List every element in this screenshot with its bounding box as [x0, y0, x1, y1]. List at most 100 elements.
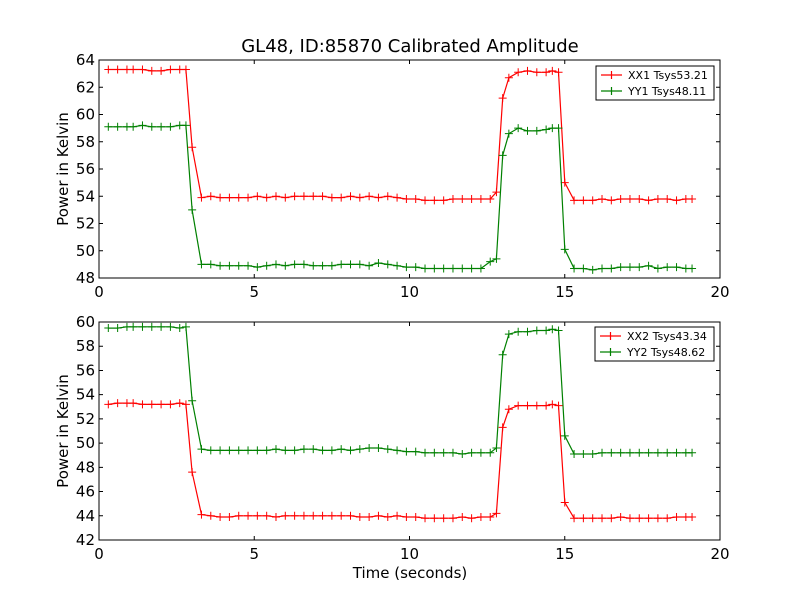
data-point	[147, 122, 156, 131]
data-point	[271, 445, 280, 454]
data-point	[579, 196, 588, 205]
data-point	[299, 260, 308, 269]
data-point	[653, 194, 662, 203]
data-point	[355, 260, 364, 269]
data-point	[448, 514, 457, 523]
y-tick-label: 52	[76, 215, 95, 233]
data-point	[225, 193, 234, 202]
data-point	[607, 264, 616, 273]
data-point	[271, 512, 280, 521]
data-point	[181, 322, 190, 331]
data-point	[476, 512, 485, 521]
data-point	[346, 446, 355, 455]
data-point	[430, 264, 439, 273]
x-tick-label: 20	[710, 545, 729, 563]
data-point	[672, 448, 681, 457]
data-point	[448, 194, 457, 203]
data-point	[113, 324, 122, 333]
data-point	[166, 122, 175, 131]
data-point	[688, 448, 697, 457]
data-point	[355, 512, 364, 521]
data-point	[393, 261, 402, 270]
data-point	[492, 188, 501, 197]
data-point	[318, 446, 327, 455]
y-tick-label: 52	[76, 410, 95, 428]
y-tick-label: 58	[76, 133, 95, 151]
data-point	[570, 514, 579, 523]
data-point	[166, 400, 175, 409]
data-point	[206, 192, 215, 201]
data-point	[653, 264, 662, 273]
figure-title: GL48, ID:85870 Calibrated Amplitude	[241, 36, 579, 57]
data-point	[635, 194, 644, 203]
data-point	[225, 512, 234, 521]
data-point	[181, 65, 190, 74]
data-point	[448, 264, 457, 273]
data-point	[554, 326, 563, 335]
data-point	[197, 193, 206, 202]
y-tick-label: 50	[76, 434, 95, 452]
data-point	[113, 65, 122, 74]
data-point	[147, 400, 156, 409]
data-point	[281, 511, 290, 520]
data-point	[598, 194, 607, 203]
data-point	[262, 193, 271, 202]
data-point	[104, 400, 113, 409]
data-point	[281, 261, 290, 270]
data-point	[234, 261, 243, 270]
data-point	[129, 65, 138, 74]
data-point	[542, 125, 551, 134]
data-point	[234, 446, 243, 455]
legend: XX2 Tsys43.34 YY2 Tsys48.62	[594, 326, 715, 362]
data-point	[393, 446, 402, 455]
data-point	[548, 400, 557, 409]
data-point	[616, 448, 625, 457]
x-tick-label: 5	[249, 283, 259, 301]
data-point	[498, 423, 507, 432]
data-point	[579, 264, 588, 273]
x-tick-label: 10	[400, 545, 419, 563]
data-point	[318, 261, 327, 270]
data-point	[244, 511, 253, 520]
data-point	[625, 448, 634, 457]
x-tick-label: 20	[710, 283, 729, 301]
data-point	[625, 194, 634, 203]
x-tick-label: 0	[94, 283, 104, 301]
data-point	[188, 468, 197, 477]
data-point	[598, 264, 607, 273]
data-point	[476, 194, 485, 203]
data-point	[374, 511, 383, 520]
data-point	[299, 192, 308, 201]
data-point	[175, 399, 184, 408]
data-point	[138, 65, 147, 74]
data-point	[644, 448, 653, 457]
data-point	[234, 511, 243, 520]
data-point	[411, 512, 420, 521]
y-tick-label: 42	[76, 531, 95, 549]
data-point	[337, 511, 346, 520]
data-point	[327, 193, 336, 202]
data-point	[327, 446, 336, 455]
y-axis-label: Power in Kelvin	[54, 374, 72, 488]
data-point	[514, 68, 523, 77]
data-point	[309, 261, 318, 270]
x-tick-label: 10	[400, 283, 419, 301]
data-point	[318, 511, 327, 520]
data-point	[607, 514, 616, 523]
data-point	[104, 324, 113, 333]
data-point	[653, 514, 662, 523]
y-tick-label: 56	[76, 361, 95, 379]
data-point	[663, 514, 672, 523]
data-point	[206, 260, 215, 269]
data-point	[299, 445, 308, 454]
data-point	[402, 512, 411, 521]
data-point	[365, 192, 374, 201]
data-point	[271, 192, 280, 201]
data-point	[129, 399, 138, 408]
data-point	[402, 194, 411, 203]
data-point	[216, 512, 225, 521]
data-point	[175, 324, 184, 333]
data-point	[588, 196, 597, 205]
data-point	[542, 326, 551, 335]
data-point	[439, 448, 448, 457]
